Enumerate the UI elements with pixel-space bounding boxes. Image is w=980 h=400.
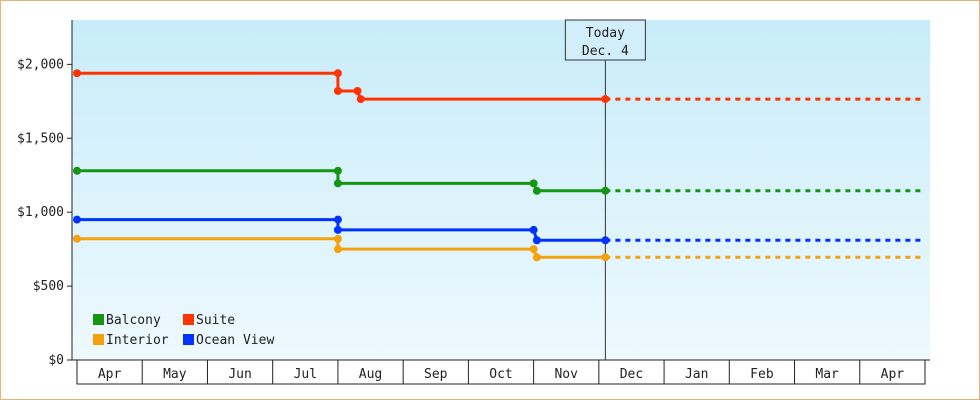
data-point-balcony — [333, 179, 342, 188]
x-tick-label: Aug — [359, 367, 382, 382]
today-label-line1: Today — [586, 26, 625, 41]
legend-swatch-interior — [93, 334, 104, 345]
today-label-box — [564, 19, 646, 61]
axes: $0 $500 $1,000 $1,500 $2,000 Apr May Jun Jul Aug S… — [17, 20, 930, 385]
data-point-suite — [601, 95, 610, 104]
data-point-interior — [333, 234, 342, 243]
x-tick-label: Mar — [815, 367, 839, 382]
series-line-ocean-view — [77, 218, 606, 242]
y-tick-label: $500 — [33, 279, 64, 294]
legend-swatch-balcony — [93, 314, 104, 325]
y-tick-label: $1,500 — [17, 131, 64, 146]
legend-label-suite: Suite — [196, 313, 235, 328]
data-point-suite — [353, 86, 362, 95]
x-tick-label: Apr — [98, 367, 122, 382]
today-marker: Today Dec. 4 — [564, 19, 646, 360]
x-tick-label: Apr — [881, 367, 905, 382]
series-line-suite — [77, 71, 606, 101]
series-lines — [73, 69, 925, 262]
y-tick-label: $2,000 — [17, 57, 64, 72]
data-point-suite — [356, 95, 365, 104]
data-point-ocean-view — [532, 236, 541, 245]
data-point-interior — [529, 245, 538, 254]
data-point-balcony — [532, 186, 541, 195]
data-point-interior — [73, 234, 81, 243]
legend-swatch-ocean-view — [183, 334, 194, 345]
data-point-balcony — [601, 186, 610, 195]
today-label-line2: Dec. 4 — [582, 44, 629, 59]
data-point-balcony — [529, 179, 538, 188]
data-point-ocean-view — [333, 225, 342, 234]
x-tick-label: Feb — [750, 367, 774, 382]
data-point-interior — [333, 245, 342, 254]
y-tick-label: $0 — [48, 353, 64, 368]
data-point-balcony — [73, 166, 81, 175]
legend-label-balcony: Balcony — [106, 313, 161, 328]
x-tick-label: Jun — [228, 367, 251, 382]
series-line-interior — [77, 237, 606, 259]
data-point-interior — [532, 253, 541, 262]
x-tick-label: Oct — [489, 367, 512, 382]
x-axis-band — [76, 359, 926, 385]
legend-label-interior: Interior — [106, 333, 169, 348]
x-tick-label: Sep — [424, 367, 448, 382]
plot-background — [72, 20, 930, 360]
x-tick-label: Nov — [554, 367, 578, 382]
x-tick-label: Dec — [620, 367, 643, 382]
data-point-ocean-view — [529, 225, 538, 234]
data-point-ocean-view — [601, 236, 610, 245]
x-tick-label: Jul — [294, 367, 317, 382]
legend-swatch-suite — [183, 314, 194, 325]
data-point-suite — [333, 69, 342, 78]
data-point-ocean-view — [333, 215, 342, 224]
data-point-suite — [73, 69, 81, 78]
y-tick-label: $1,000 — [17, 205, 64, 220]
data-point-suite — [333, 86, 342, 95]
data-point-ocean-view — [73, 215, 81, 224]
legend: Balcony Suite Interior Ocean View — [93, 313, 274, 348]
x-tick-label: May — [163, 367, 187, 382]
x-tick-label: Jan — [685, 367, 708, 382]
legend-label-ocean-view: Ocean View — [196, 333, 274, 348]
data-point-balcony — [333, 166, 342, 175]
series-line-balcony — [77, 169, 606, 193]
data-point-interior — [601, 253, 610, 262]
